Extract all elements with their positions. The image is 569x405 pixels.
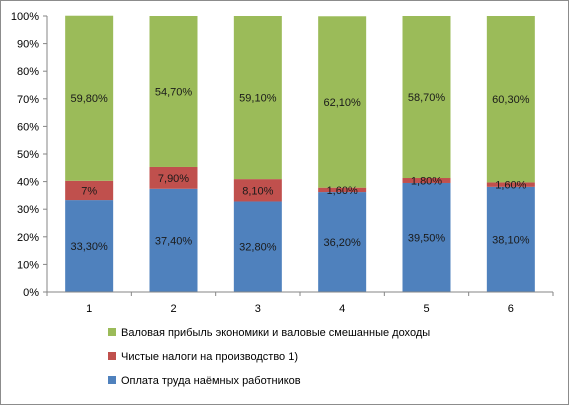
bar-segment [318, 187, 367, 193]
y-tick-label: 30% [17, 204, 39, 216]
y-tick-label: 0% [23, 287, 39, 299]
bar-segment [402, 16, 451, 179]
bar-segment [149, 166, 198, 189]
legend-swatch [108, 352, 116, 360]
data-label: 60,30% [492, 94, 530, 106]
bar-segment [149, 188, 198, 292]
data-labels: 33,30% 7% 59,80% 37,40% 7,90% 54,70% 32,80% 8,1… [71, 86, 530, 253]
y-tick-label: 50% [17, 149, 39, 161]
data-label: 1,80% [411, 175, 442, 187]
bar-segment [402, 182, 451, 292]
legend-label: Оплата труда наёмных работников [121, 375, 301, 387]
data-label: 1,60% [327, 185, 358, 197]
bar-segment [486, 182, 535, 187]
data-label: 1,60% [495, 180, 526, 192]
x-tick-label: 2 [170, 303, 176, 315]
x-axis: 1 2 3 4 5 6 [46, 291, 554, 315]
y-tick-label: 80% [17, 66, 39, 78]
data-label: 7,90% [158, 173, 189, 185]
data-label: 58,70% [408, 92, 446, 104]
y-tick-label: 60% [17, 121, 39, 133]
data-label: 62,10% [324, 97, 362, 109]
legend-label: Чистые налоги на производство 1) [121, 351, 298, 363]
bar-segment [65, 15, 114, 181]
bar-segment [65, 180, 114, 201]
y-tick-label: 100% [11, 11, 39, 23]
bar-segment [149, 16, 198, 167]
x-tick-label: 4 [339, 303, 345, 315]
bar-segment [233, 179, 282, 202]
data-label: 59,80% [71, 93, 109, 105]
bar-segment [318, 192, 367, 292]
data-label: 37,40% [155, 235, 193, 247]
data-label: 7% [81, 185, 97, 197]
bar-segment [318, 16, 367, 188]
data-label: 39,50% [408, 232, 446, 244]
bar-segment [402, 178, 451, 183]
data-label: 32,80% [239, 242, 277, 254]
legend-label: Валовая прибыль экономики и валовые смеш… [121, 327, 430, 339]
bars [65, 15, 535, 292]
data-label: 33,30% [71, 241, 109, 253]
y-tick-label: 40% [17, 177, 39, 189]
y-tick-label: 20% [17, 232, 39, 244]
y-tick-label: 10% [17, 259, 39, 271]
bar-segment [233, 16, 282, 180]
data-label: 36,20% [324, 237, 362, 249]
data-label: 59,10% [239, 93, 277, 105]
legend-swatch [108, 376, 116, 384]
y-tick-label: 70% [17, 94, 39, 106]
x-tick-label: 1 [86, 303, 92, 315]
data-label: 54,70% [155, 86, 193, 98]
legend: Валовая прибыль экономики и валовые смеш… [108, 327, 430, 387]
data-label: 38,10% [492, 234, 530, 246]
bar-segment [486, 186, 535, 292]
data-label: 8,10% [242, 185, 273, 197]
x-tick-label: 6 [508, 303, 514, 315]
y-tick-label: 90% [17, 39, 39, 51]
bar-segment [486, 16, 535, 183]
x-tick-label: 3 [255, 303, 261, 315]
bar-segment [233, 201, 282, 292]
y-axis: 0% 10% 20% 30% 40% 50% 60% 70% 80% 90% 100% [11, 11, 48, 299]
x-tick-label: 5 [423, 303, 429, 315]
bar-segment [65, 200, 114, 292]
legend-swatch [108, 328, 116, 336]
